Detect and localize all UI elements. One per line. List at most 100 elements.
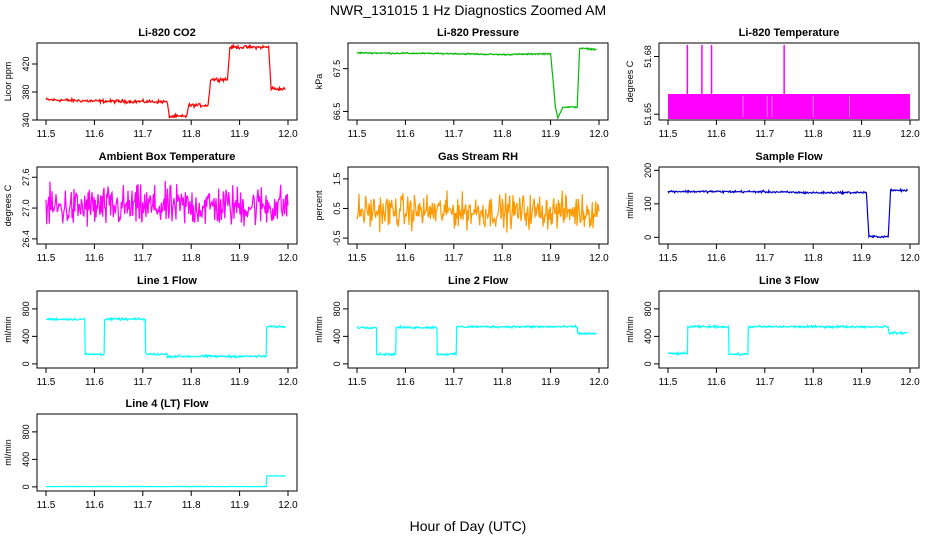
y-tick-label: -0.5 xyxy=(332,230,342,246)
plot-frame xyxy=(347,290,609,369)
y-tick-label: 380 xyxy=(21,84,31,99)
x-tick-label: 11.6 xyxy=(707,377,726,388)
plot-panel: Line 3 Flow 11.5 11.6 11.7 11.8 11.9 12.0 0 400 8… xyxy=(625,275,920,388)
y-axis-label: degrees C xyxy=(625,60,635,102)
panel-title: Line 4 (LT) Flow xyxy=(126,398,209,410)
x-tick-label: 11.6 xyxy=(396,253,415,264)
plot-panel: Sample Flow 11.5 11.6 11.7 11.8 11.9 12.0 0 100 2… xyxy=(625,151,920,264)
y-axis-label: ml/min xyxy=(3,439,13,466)
x-tick-label: 11.5 xyxy=(659,129,678,140)
x-tick-label: 11.9 xyxy=(230,253,249,264)
y-tick-label: 400 xyxy=(643,329,653,344)
plot-panel: Line 1 Flow 11.5 11.6 11.7 11.8 11.9 12.0 0 400 8… xyxy=(3,275,298,388)
plot-frame xyxy=(658,42,920,121)
x-tick-label: 11.7 xyxy=(755,377,774,388)
plot-frame xyxy=(36,166,298,245)
data-series-line xyxy=(45,180,289,227)
y-axis-label: ml/min xyxy=(625,192,635,219)
y-axis-label: ml/min xyxy=(314,316,324,343)
x-tick-label: 12.0 xyxy=(278,129,298,140)
x-tick-label: 12.0 xyxy=(900,253,920,264)
x-tick-label: 12.0 xyxy=(900,377,920,388)
y-tick-label: 0 xyxy=(21,361,31,366)
y-tick-label: 400 xyxy=(21,329,31,344)
x-tick-label: 12.0 xyxy=(278,377,298,388)
panel-title: Ambient Box Temperature xyxy=(99,151,236,163)
plot-panel: Gas Stream RH 11.5 11.6 11.7 11.8 11.9 12.0 -0.… xyxy=(314,151,609,264)
x-tick-label: 11.5 xyxy=(37,129,56,140)
y-tick-label: 400 xyxy=(332,329,342,344)
x-tick-label: 11.5 xyxy=(659,377,678,388)
x-axis-label: Hour of Day (UTC) xyxy=(409,518,527,534)
x-tick-label: 11.7 xyxy=(755,253,774,264)
x-tick-label: 11.7 xyxy=(133,253,152,264)
x-tick-label: 11.7 xyxy=(444,377,463,388)
y-tick-label: 27.0 xyxy=(21,199,31,217)
x-tick-label: 11.7 xyxy=(133,377,152,388)
x-tick-label: 11.8 xyxy=(182,253,201,264)
y-tick-label: 0 xyxy=(21,484,31,489)
x-tick-label: 11.9 xyxy=(541,377,560,388)
y-tick-label: 100 xyxy=(643,196,653,211)
plot-panel: Line 2 Flow 11.5 11.6 11.7 11.8 11.9 12.0 0 400 8… xyxy=(314,275,609,388)
x-tick-label: 11.6 xyxy=(85,253,104,264)
plot-frame xyxy=(658,290,920,369)
x-tick-label: 11.9 xyxy=(230,377,249,388)
x-tick-label: 11.7 xyxy=(133,500,152,511)
y-tick-label: 800 xyxy=(643,301,653,316)
y-axis-label: ml/min xyxy=(625,316,635,343)
x-tick-label: 11.8 xyxy=(493,377,512,388)
y-tick-label: 200 xyxy=(643,163,653,178)
x-tick-label: 11.7 xyxy=(444,253,463,264)
x-tick-label: 11.6 xyxy=(396,377,415,388)
y-axis-label: degrees C xyxy=(3,184,13,226)
x-tick-label: 11.6 xyxy=(707,253,726,264)
y-tick-label: 26.4 xyxy=(21,230,31,248)
x-tick-label: 11.6 xyxy=(707,129,726,140)
y-axis-label: kPa xyxy=(314,74,324,90)
plot-panel: Li-820 Temperature 11.5 11.6 11.7 11.8 11.9 12… xyxy=(625,27,920,140)
data-series-line xyxy=(45,43,286,119)
data-series-line xyxy=(356,47,597,121)
x-tick-label: 11.8 xyxy=(804,377,823,388)
x-tick-label: 11.5 xyxy=(348,129,367,140)
panel-title: Line 3 Flow xyxy=(759,275,819,287)
data-series-line xyxy=(45,475,286,488)
x-tick-label: 11.9 xyxy=(852,253,871,264)
panel-title: Li-820 CO2 xyxy=(138,27,195,39)
x-tick-label: 12.0 xyxy=(278,253,298,264)
y-axis-label: ml/min xyxy=(3,316,13,343)
data-series-line xyxy=(356,190,600,233)
x-tick-label: 12.0 xyxy=(900,129,920,140)
plot-frame xyxy=(347,166,609,245)
x-tick-label: 11.8 xyxy=(804,253,823,264)
panel-title: Sample Flow xyxy=(755,151,823,163)
x-tick-label: 11.7 xyxy=(444,129,463,140)
x-tick-label: 11.9 xyxy=(230,500,249,511)
x-tick-label: 11.8 xyxy=(182,129,201,140)
plot-frame xyxy=(658,166,920,245)
x-tick-label: 11.5 xyxy=(348,377,367,388)
data-band xyxy=(668,94,910,120)
x-tick-label: 11.6 xyxy=(85,377,104,388)
data-series-line xyxy=(667,187,909,239)
plot-panel: Line 4 (LT) Flow 11.5 11.6 11.7 11.8 11.9 12.0… xyxy=(3,398,298,511)
x-tick-label: 11.7 xyxy=(133,129,152,140)
x-tick-label: 11.6 xyxy=(396,129,415,140)
page-title: NWR_131015 1 Hz Diagnostics Zoomed AM xyxy=(329,2,607,18)
x-tick-label: 11.9 xyxy=(230,129,249,140)
data-series-line xyxy=(667,323,908,357)
y-tick-label: 51.68 xyxy=(643,45,653,68)
x-tick-label: 12.0 xyxy=(589,253,609,264)
x-tick-label: 11.8 xyxy=(182,377,201,388)
y-tick-label: 0 xyxy=(643,235,653,240)
x-tick-label: 12.0 xyxy=(589,377,609,388)
plot-frame xyxy=(36,413,298,492)
x-tick-label: 11.6 xyxy=(85,129,104,140)
x-tick-label: 11.8 xyxy=(804,129,823,140)
y-axis-label: Licor ppm xyxy=(3,62,13,102)
panel-title: Line 1 Flow xyxy=(137,275,197,287)
x-tick-label: 11.5 xyxy=(37,253,56,264)
x-tick-label: 11.9 xyxy=(852,377,871,388)
